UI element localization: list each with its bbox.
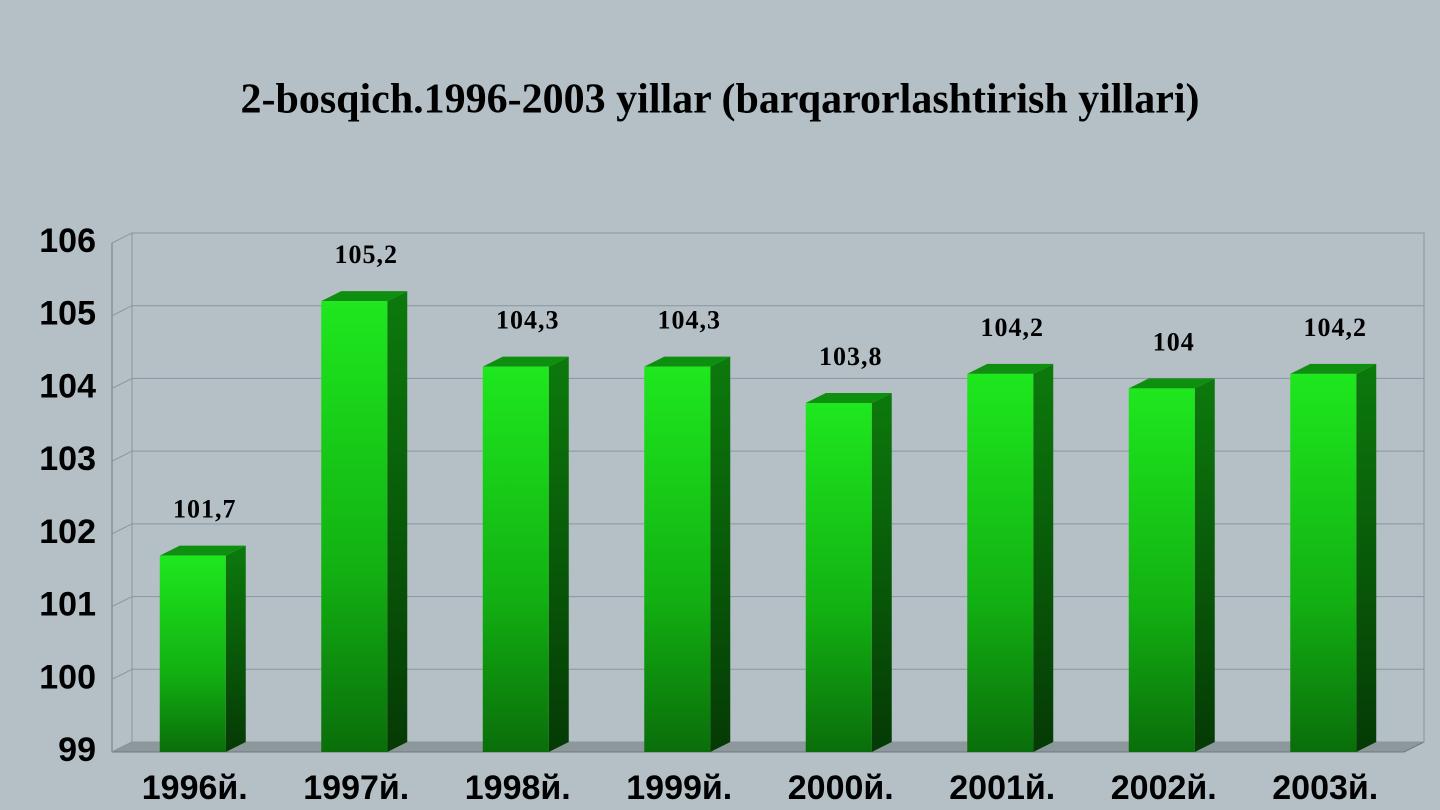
bar: [1128, 388, 1195, 752]
value-label: 104,2: [981, 313, 1045, 342]
y-tick-label: 105: [39, 295, 96, 333]
bar-top: [805, 392, 892, 403]
y-tick-label: 99: [58, 731, 96, 769]
grid-line: [111, 668, 133, 680]
bar-top: [321, 291, 408, 302]
y-tick-label: 104: [39, 367, 96, 405]
bar: [1290, 373, 1357, 752]
x-tick-label: 1998й.: [465, 769, 571, 807]
bar-side: [710, 356, 731, 752]
value-label: 104,3: [496, 306, 560, 335]
y-tick-label: 101: [39, 586, 96, 624]
y-tick-label: 102: [39, 513, 96, 551]
bar-top: [967, 363, 1054, 374]
bar: [321, 301, 388, 752]
chart-title: 2-bosqich.1996-2003 yillar (barqarorlash…: [240, 77, 1199, 123]
grid-line: [111, 377, 133, 389]
x-tick-label: 2000й.: [788, 769, 894, 807]
bar-side: [548, 356, 569, 752]
bar-side: [871, 392, 892, 752]
bar: [159, 555, 226, 752]
value-label: 104: [1153, 327, 1195, 356]
bar-side: [225, 545, 246, 752]
bar: [967, 373, 1034, 752]
value-label: 105,2: [335, 240, 399, 269]
bar-top: [644, 356, 731, 367]
x-tick-label: 2001й.: [949, 769, 1055, 807]
y-tick-label: 106: [39, 222, 96, 260]
bar-side: [1356, 363, 1377, 752]
bar: [482, 366, 549, 752]
grid-line: [111, 232, 133, 244]
x-tick-label: 1999й.: [626, 769, 732, 807]
x-tick-label: 1997й.: [303, 769, 409, 807]
grid-line: [111, 523, 133, 535]
value-label: 103,8: [819, 342, 883, 371]
value-label: 104,3: [658, 306, 722, 335]
bar-top: [482, 356, 569, 367]
bar-side: [1033, 363, 1054, 752]
plot-floor: [111, 741, 1425, 753]
bar-top: [1290, 363, 1377, 374]
bar-side: [387, 291, 408, 752]
y-tick-label: 103: [39, 440, 96, 478]
bar: [805, 402, 872, 752]
value-label: 101,7: [173, 495, 237, 524]
bar: [644, 366, 711, 752]
grid-line: [111, 596, 133, 608]
y-tick-label: 100: [39, 658, 96, 696]
grid-line: [111, 305, 133, 317]
bar-side: [1194, 378, 1215, 752]
bar-top: [159, 545, 246, 556]
grid-line: [111, 450, 133, 462]
x-tick-label: 2002й.: [1111, 769, 1217, 807]
value-label: 104,2: [1304, 313, 1368, 342]
bar-top: [1128, 378, 1215, 389]
x-tick-label: 2003й.: [1272, 769, 1378, 807]
x-tick-label: 1996й.: [142, 769, 248, 807]
grid-line: [111, 741, 133, 753]
